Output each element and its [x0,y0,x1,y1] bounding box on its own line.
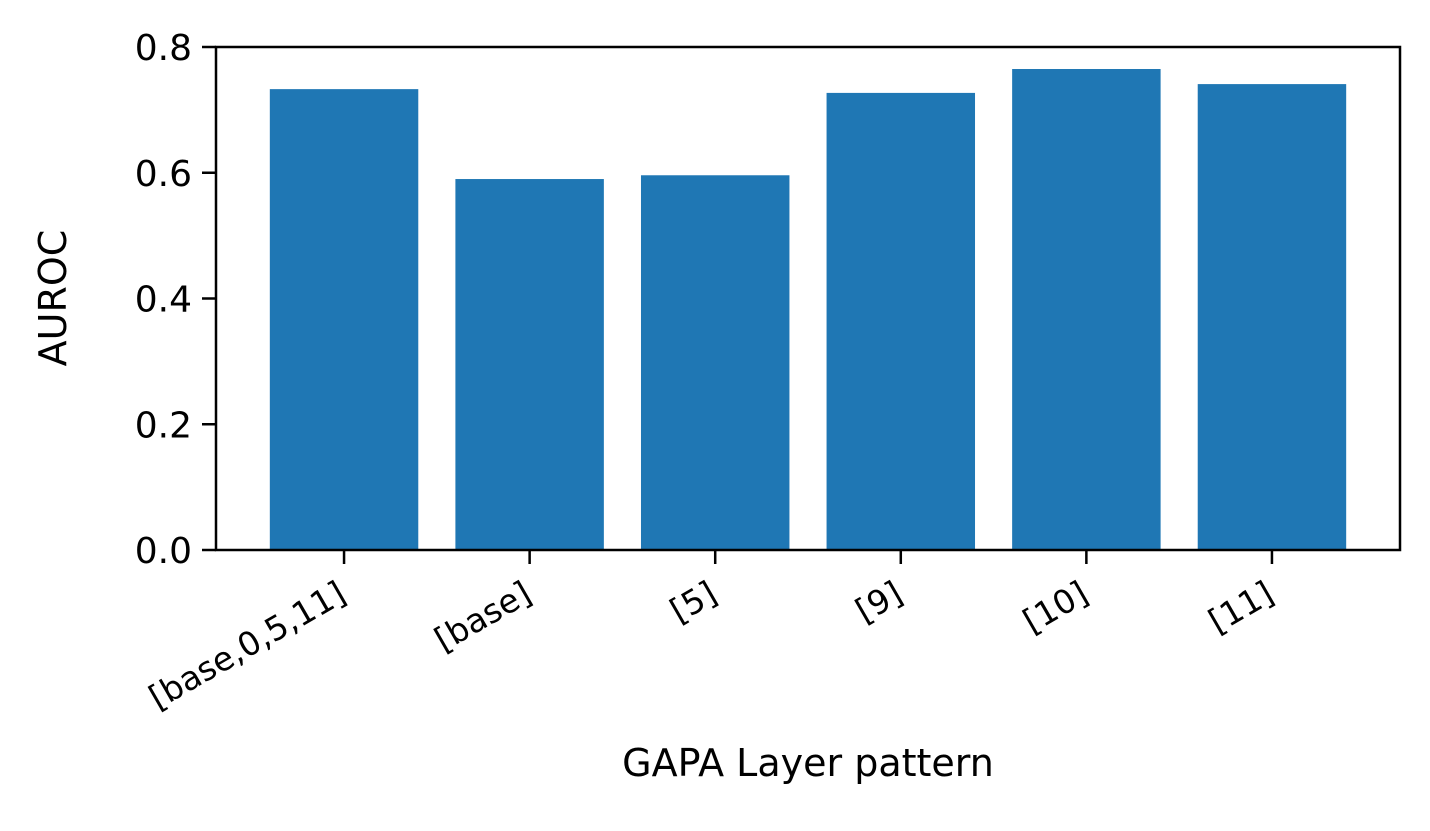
bar [455,179,604,550]
x-tick-label: [base] [428,573,538,659]
bar [269,89,419,550]
x-tick-label: [10] [1016,573,1094,641]
x-tick-label: [5] [663,573,723,630]
y-tick-label: 0.4 [135,280,192,321]
y-tick-label: 0.2 [135,405,192,446]
y-tick-label: 0.0 [135,531,192,572]
bar [826,92,976,551]
y-axis: 0.0 0.2 0.4 0.6 0.8 [135,28,216,572]
y-axis-label: AUROC [31,230,75,367]
y-tick-label: 0.8 [135,28,192,69]
bar [1197,84,1347,550]
x-axis-label: GAPA Layer pattern [622,741,994,785]
x-tick-label: [9] [849,573,909,630]
y-tick-label: 0.6 [135,154,192,195]
bar [1012,69,1161,550]
x-tick-label: [11] [1202,573,1280,641]
bar [640,175,790,550]
bars-group [269,69,1347,551]
x-axis: [base,0,5,11] [base] [5] [9] [10] [11] [142,550,1280,717]
x-tick-label: [base,0,5,11] [142,573,352,717]
